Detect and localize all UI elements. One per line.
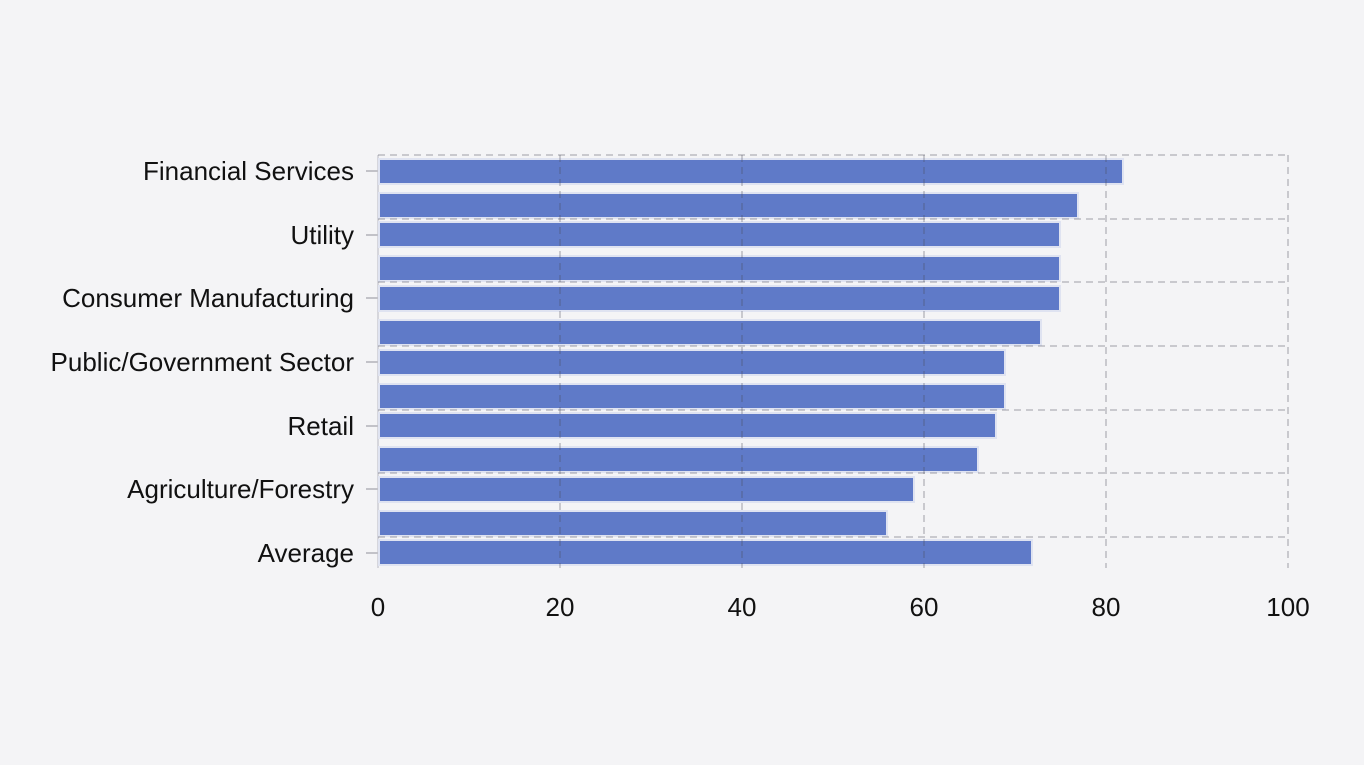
category-label: Utility: [290, 219, 354, 250]
y-tick-mark: [366, 297, 378, 300]
y-tick-mark: [366, 361, 378, 363]
bar-public-government-sector-1: [378, 348, 1006, 376]
bar-utility-2: [378, 255, 1061, 283]
bar-average: [378, 538, 1033, 566]
x-tick-label: 0: [370, 592, 386, 622]
vertical-gridline: [559, 155, 561, 568]
category-label: Public/Government Sector: [50, 347, 354, 377]
bar-retail-2: [378, 446, 979, 474]
vertical-gridline: [1105, 155, 1107, 568]
bar-utility-1: [378, 221, 1061, 249]
category-label: Consumer Manufacturing: [62, 283, 354, 314]
x-tick-label: 80: [1091, 592, 1121, 622]
y-tick-mark: [366, 233, 378, 236]
x-tick-label: 100: [1266, 592, 1310, 622]
category-label: Retail: [287, 410, 354, 441]
y-tick-mark: [366, 424, 378, 427]
horizontal-gridline: [378, 408, 1288, 411]
vertical-gridline: [1287, 155, 1289, 568]
bar-consumer-manufacturing-2: [378, 319, 1042, 347]
x-tick-label: 40: [727, 592, 757, 622]
horizontal-gridline: [378, 345, 1288, 347]
y-tick-mark: [366, 170, 378, 172]
y-tick-mark: [366, 552, 378, 554]
bar-consumer-manufacturing-1: [378, 284, 1061, 312]
bar-public-government-sector-2: [378, 382, 1006, 410]
bar-financial-services-2: [378, 191, 1079, 219]
y-tick-mark: [366, 488, 378, 491]
category-label: Financial Services: [143, 156, 354, 186]
horizontal-gridline: [378, 154, 1288, 156]
vertical-gridline: [923, 155, 925, 568]
category-label: Agriculture/Forestry: [127, 474, 354, 505]
bar-financial-services-1: [378, 157, 1124, 185]
bar-agriculture-forestry-2: [378, 510, 888, 538]
horizontal-gridline: [378, 281, 1288, 284]
horizontal-gridline: [378, 217, 1288, 220]
horizontal-gridline: [378, 536, 1288, 538]
bar-agriculture-forestry-1: [378, 475, 915, 503]
vertical-gridline: [741, 155, 743, 568]
horizontal-gridline: [378, 472, 1288, 475]
bar-retail-1: [378, 412, 997, 440]
x-tick-label: 60: [909, 592, 939, 622]
x-tick-label: 20: [545, 592, 575, 622]
category-label: Average: [257, 538, 354, 568]
